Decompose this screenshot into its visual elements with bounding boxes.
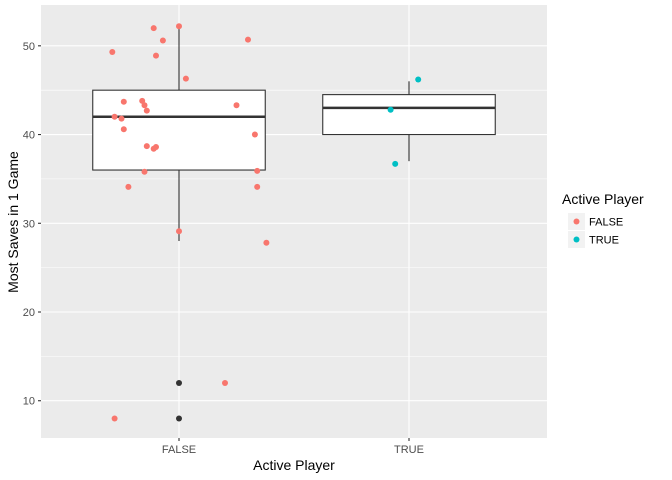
y-tick-label: 20 (23, 307, 35, 319)
data-point (251, 131, 258, 138)
plot-panel (41, 5, 547, 438)
legend-swatch (573, 236, 580, 243)
data-point (415, 76, 422, 83)
legend-swatch (573, 218, 580, 225)
x-axis: FALSE TRUE (162, 438, 424, 456)
legend: Active Player FALSE TRUE (562, 191, 644, 248)
legend-label: TRUE (589, 235, 619, 247)
data-point (222, 379, 228, 386)
legend-label: FALSE (589, 217, 623, 229)
data-point (153, 52, 159, 59)
y-tick-label: 10 (23, 396, 35, 408)
x-tick-label: FALSE (162, 444, 196, 456)
series-false (109, 23, 270, 422)
data-point (392, 160, 399, 167)
x-tick-label: TRUE (394, 444, 424, 456)
data-point (141, 168, 148, 175)
data-point (150, 145, 157, 152)
data-point (182, 75, 189, 82)
data-point (254, 183, 261, 190)
iqr-box (92, 89, 266, 171)
data-point (118, 115, 125, 122)
legend-entry-true: TRUE (568, 231, 619, 248)
y-tick-label: 40 (23, 130, 35, 142)
data-point (139, 97, 146, 104)
outlier-point (176, 379, 182, 386)
data-point (143, 143, 150, 150)
data-point (150, 25, 157, 32)
data-point (125, 183, 132, 190)
data-point (233, 102, 240, 109)
y-axis-title: Most Saves in 1 Game (5, 151, 21, 293)
data-point (120, 126, 127, 133)
outlier-point (176, 415, 182, 422)
data-point (254, 167, 261, 174)
data-point (143, 107, 150, 114)
legend-title: Active Player (562, 191, 644, 207)
data-point (263, 239, 270, 246)
y-axis: 10 20 30 40 50 (23, 41, 41, 408)
data-point (111, 415, 118, 422)
data-point (120, 98, 127, 105)
data-point (141, 102, 148, 109)
x-axis-title: Active Player (253, 457, 335, 473)
data-point (387, 106, 394, 113)
data-point (109, 49, 116, 56)
data-point (159, 37, 166, 44)
legend-entry-false: FALSE (568, 213, 623, 230)
series-true (387, 76, 422, 167)
data-point (176, 23, 182, 30)
y-tick-label: 30 (23, 218, 35, 230)
points (109, 23, 422, 422)
data-point (245, 36, 251, 43)
data-point (111, 113, 118, 120)
box-true (322, 81, 496, 162)
data-point (176, 228, 182, 235)
grid (41, 5, 547, 438)
y-tick-label: 50 (23, 41, 35, 53)
iqr-box (322, 94, 496, 136)
